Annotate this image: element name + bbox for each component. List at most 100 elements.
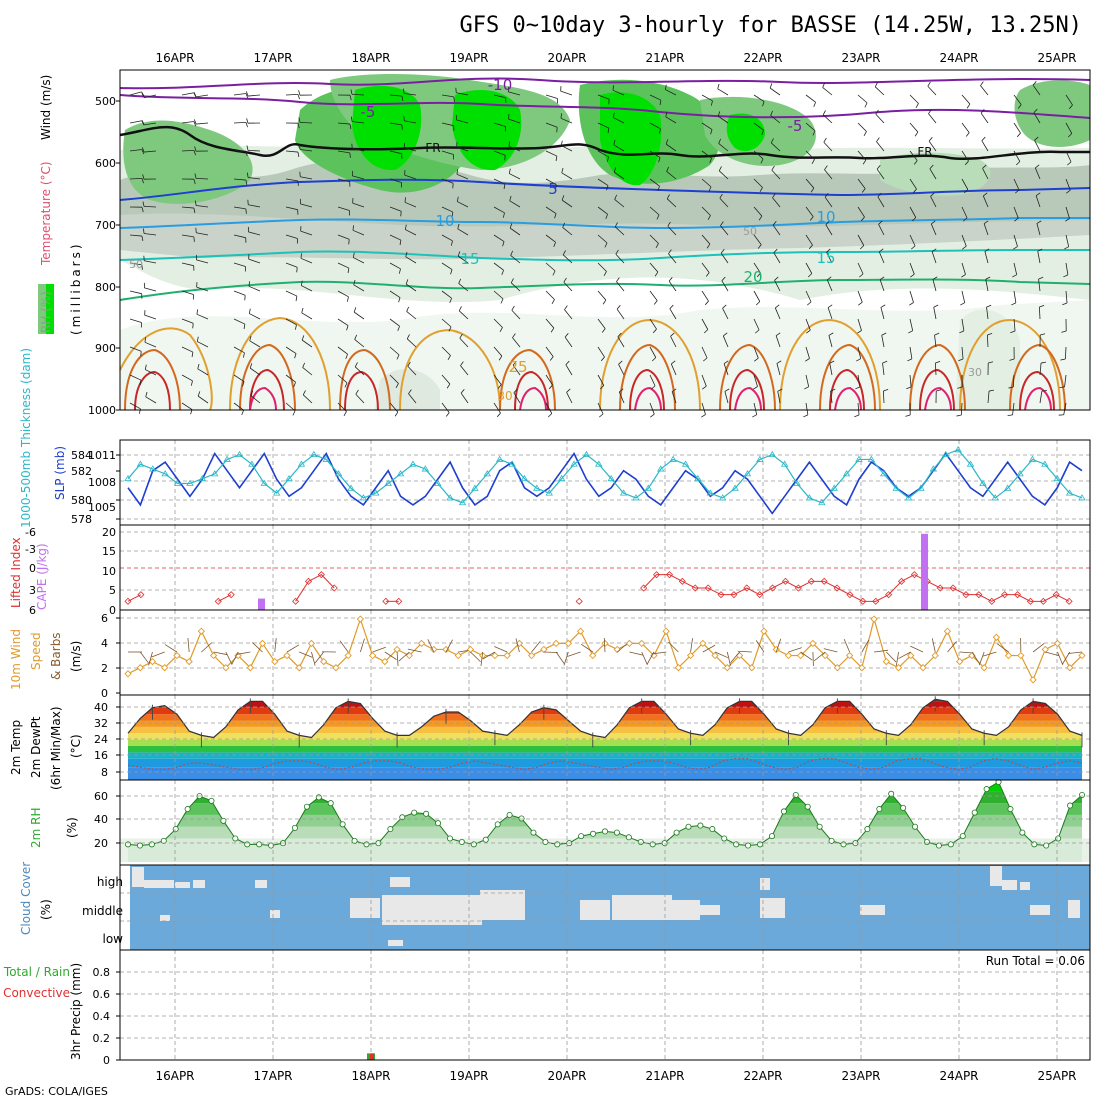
- wind-barb: [181, 290, 194, 295]
- wind-barb: [1063, 402, 1067, 415]
- wind-barb: [649, 122, 661, 130]
- wind-barb: [961, 290, 966, 303]
- wind-barb-flag: [616, 305, 621, 310]
- wind-barb-flag: [502, 241, 505, 247]
- wind-speed-point: [197, 627, 206, 635]
- wind-barb: [441, 234, 453, 242]
- wind-barb: [961, 346, 964, 359]
- wind-barb-flag: [613, 139, 616, 145]
- wind-barb: [597, 206, 608, 215]
- y-tick-label: 60: [94, 790, 108, 803]
- thickness-point: [805, 494, 814, 501]
- wind-speed-point: [711, 651, 719, 660]
- wind-speed-point: [699, 639, 707, 648]
- thickness-point: [1065, 489, 1074, 496]
- wind-barb-flag: [671, 388, 677, 392]
- wind-barb: [823, 141, 833, 152]
- wind-barb: [1013, 150, 1021, 162]
- wind-barb-flag: [354, 334, 358, 340]
- wind-barb: [1039, 391, 1043, 404]
- wind-barb: [404, 93, 417, 96]
- wind-barb: [828, 335, 833, 348]
- li-line: [295, 574, 335, 602]
- wind-barb: [143, 205, 157, 208]
- wind-barb-flag: [599, 413, 604, 418]
- rh-point: [268, 842, 275, 849]
- label-lifted-index: Lifted Index: [9, 537, 23, 608]
- li-point: [756, 591, 764, 599]
- label-cape: CAPE (J/kg): [35, 543, 49, 610]
- wind-barb-flag: [560, 113, 563, 119]
- wind-barb: [805, 318, 811, 331]
- wind-barb-flag: [563, 277, 567, 283]
- wind-barb: [285, 150, 298, 153]
- wind-barb-flag: [564, 305, 568, 310]
- wind-speed-point: [821, 651, 829, 660]
- wind-barb-flag: [770, 138, 774, 144]
- wind-speed-point: [931, 651, 939, 660]
- wind-barb: [233, 121, 247, 124]
- y-tick-label: 600: [95, 157, 116, 170]
- wind-barb-flag: [1035, 192, 1041, 196]
- wind-speed-point: [1017, 651, 1025, 660]
- wind-barb: [300, 230, 313, 236]
- rh-dark-4: [726, 113, 765, 152]
- y-tick-label: 8: [101, 766, 108, 779]
- wind-speed-point: [809, 639, 817, 648]
- thickness-point: [458, 498, 467, 506]
- wind-barb: [1036, 223, 1041, 236]
- wind-barb-flag: [822, 82, 826, 88]
- wind-barb: [353, 257, 365, 264]
- label-3hr-precip: 3hr Precip (mm): [69, 963, 83, 1060]
- wind-barb: [352, 175, 365, 180]
- li-point: [1013, 591, 1022, 599]
- wind-barb: [882, 390, 885, 404]
- wind-barb: [1013, 206, 1019, 219]
- wind-barb-flag: [1064, 246, 1069, 250]
- wind-barb: [701, 318, 709, 330]
- rh-point: [172, 826, 179, 833]
- wind-barb-flag: [193, 179, 196, 185]
- label-cloud-pct: (%): [39, 899, 53, 920]
- wind-barb-flag: [142, 228, 145, 234]
- wind-speed-point: [246, 664, 254, 672]
- wind-barb-flag: [293, 382, 296, 388]
- wind-barb-flag: [915, 103, 919, 109]
- wind-barb: [857, 374, 861, 387]
- wind-barb: [898, 651, 911, 659]
- temp-2m-panel: 40 32 24 16 8 2m Temp 2m DewPt (6hr Min/Max)…: [9, 694, 1091, 790]
- wind-barb: [857, 206, 865, 218]
- wind-barb-flag: [503, 184, 506, 190]
- wind-barb: [597, 262, 607, 272]
- thickness-point: [595, 460, 603, 467]
- wind-barb: [826, 279, 833, 292]
- wind-barb: [129, 149, 142, 152]
- wind-barb: [508, 91, 521, 96]
- wind-barb-flag: [775, 304, 780, 309]
- wind-barb-flag: [249, 363, 253, 369]
- wind-barb-flag: [932, 276, 938, 280]
- wind-barb: [723, 363, 729, 376]
- wind-barb: [597, 234, 608, 244]
- rh-point: [912, 823, 919, 830]
- thickness-point: [756, 455, 764, 462]
- thickness-point: [644, 484, 653, 491]
- wind-speed-point: [185, 657, 193, 666]
- wind-barb-flag: [807, 301, 812, 306]
- thickness-point: [892, 484, 900, 491]
- wind-barb-flag: [618, 360, 623, 365]
- wind-speed-point: [356, 615, 365, 623]
- wind-barb-flag: [300, 253, 303, 259]
- wind-speed-point: [992, 633, 1001, 641]
- li-point: [1039, 597, 1047, 605]
- wind-barb: [457, 201, 469, 208]
- wind-barb: [196, 205, 209, 208]
- wind-barb: [545, 346, 554, 357]
- wind-barb: [458, 310, 469, 320]
- wind-barb: [668, 641, 679, 653]
- wind-barb: [389, 262, 401, 270]
- contour-label: FR: [917, 145, 932, 159]
- wind-barb: [603, 637, 606, 653]
- wind-barb: [874, 649, 889, 653]
- wind-barb-flag: [193, 121, 197, 127]
